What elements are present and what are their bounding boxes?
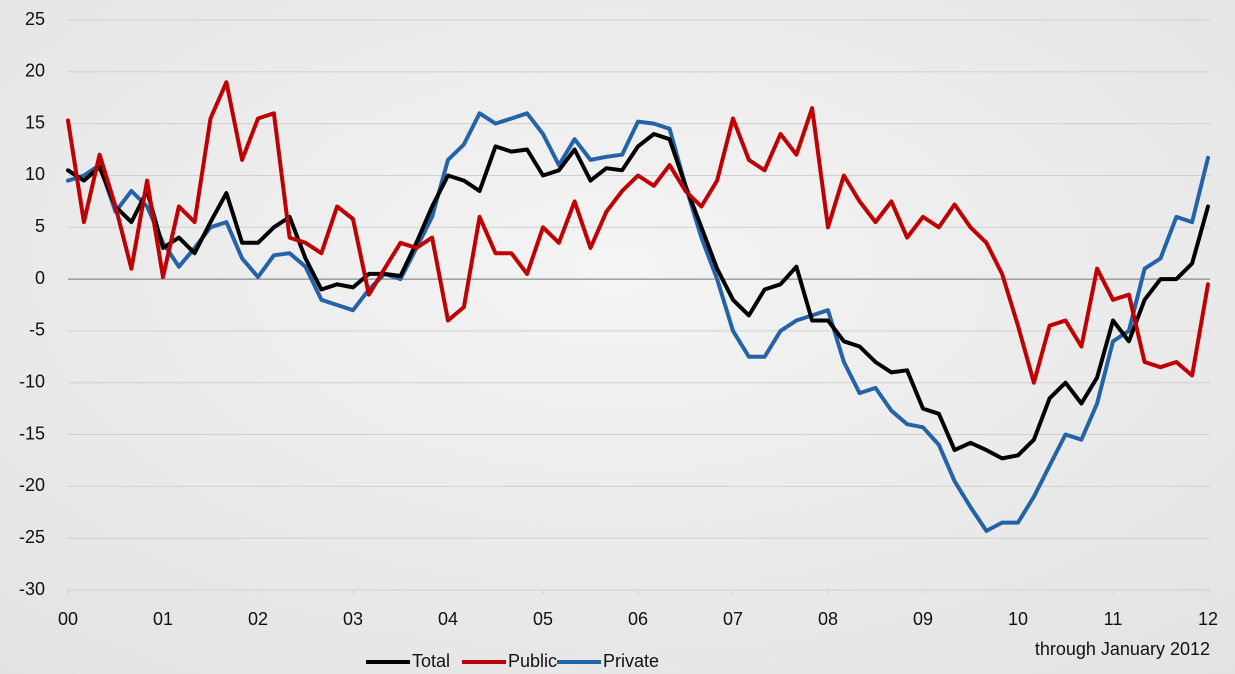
- legend-label: Private: [603, 651, 659, 671]
- x-tick-label: 01: [153, 609, 173, 629]
- x-tick-label: 08: [818, 609, 838, 629]
- y-tick-label: 20: [25, 61, 45, 81]
- x-tick-label: 00: [58, 609, 78, 629]
- annotation: through January 2012: [1035, 639, 1210, 659]
- x-tick-label: 09: [913, 609, 933, 629]
- legend-label: Public: [508, 651, 557, 671]
- x-tick-label: 07: [723, 609, 743, 629]
- x-tick-label: 02: [248, 609, 268, 629]
- y-tick-label: -5: [29, 320, 45, 340]
- y-tick-label: -30: [19, 579, 45, 599]
- series-line: [66, 80, 1210, 385]
- x-tick-label: 06: [628, 609, 648, 629]
- legend-label: Total: [412, 651, 450, 671]
- x-tick-label: 10: [1008, 609, 1028, 629]
- y-tick-label: -25: [19, 527, 45, 547]
- y-tick-label: 0: [35, 268, 45, 288]
- x-tick-label: 05: [533, 609, 553, 629]
- y-tick-label: 15: [25, 112, 45, 132]
- y-tick-label: 10: [25, 164, 45, 184]
- y-tick-label: -10: [19, 371, 45, 391]
- series-line: [66, 132, 1210, 461]
- x-tick-label: 12: [1198, 609, 1218, 629]
- x-tick-label: 04: [438, 609, 458, 629]
- y-tick-label: -15: [19, 423, 45, 443]
- y-tick-label: -20: [19, 475, 45, 495]
- y-tick-label: 25: [25, 9, 45, 29]
- x-tick-label: 11: [1104, 609, 1123, 629]
- series-line: [66, 111, 1210, 533]
- x-tick-label: 03: [343, 609, 363, 629]
- y-tick-label: 5: [35, 216, 45, 236]
